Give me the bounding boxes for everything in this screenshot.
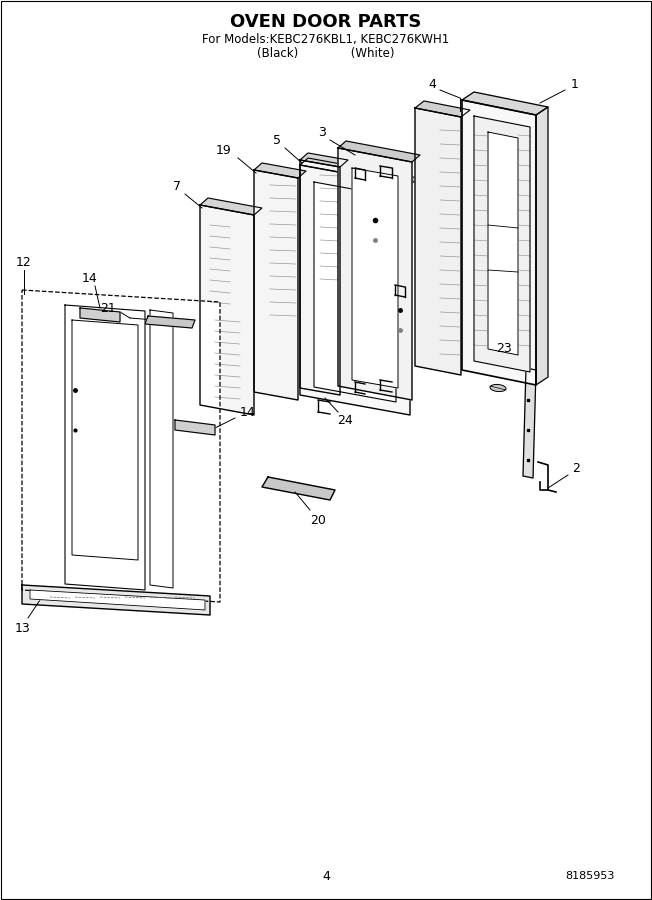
Text: For Models:KEBC276KBL1, KEBC276KWH1: For Models:KEBC276KBL1, KEBC276KWH1 — [202, 33, 450, 47]
Polygon shape — [254, 163, 306, 178]
Polygon shape — [200, 198, 262, 215]
Polygon shape — [145, 316, 195, 328]
Polygon shape — [65, 305, 145, 590]
Text: 4: 4 — [428, 77, 436, 91]
Text: 5: 5 — [273, 134, 281, 148]
Polygon shape — [300, 165, 410, 415]
Text: 13: 13 — [15, 622, 31, 634]
Text: 21: 21 — [100, 302, 116, 314]
Text: 1: 1 — [571, 78, 579, 92]
Text: 14: 14 — [240, 406, 256, 419]
Polygon shape — [262, 477, 335, 500]
Text: 23: 23 — [496, 341, 512, 355]
Polygon shape — [338, 141, 420, 162]
Polygon shape — [254, 170, 298, 400]
Text: 4: 4 — [322, 869, 330, 883]
Text: 8185953: 8185953 — [565, 871, 615, 881]
Text: 12: 12 — [16, 256, 32, 268]
Polygon shape — [462, 92, 548, 115]
Text: OVEN DOOR PARTS: OVEN DOOR PARTS — [230, 13, 422, 31]
Polygon shape — [488, 132, 518, 355]
Polygon shape — [338, 148, 412, 400]
Polygon shape — [22, 585, 210, 615]
Polygon shape — [175, 420, 215, 435]
Text: (Black)              (White): (Black) (White) — [258, 48, 394, 60]
Polygon shape — [80, 308, 120, 322]
Polygon shape — [200, 205, 254, 415]
Polygon shape — [300, 160, 340, 395]
Text: 19: 19 — [216, 145, 232, 158]
Polygon shape — [415, 101, 470, 117]
Polygon shape — [22, 290, 220, 602]
Text: 3: 3 — [318, 127, 326, 140]
Polygon shape — [415, 108, 461, 375]
Text: 2: 2 — [572, 463, 580, 475]
Polygon shape — [72, 320, 138, 560]
Text: 7: 7 — [173, 181, 181, 194]
Polygon shape — [474, 116, 530, 372]
Text: 24: 24 — [337, 413, 353, 427]
Polygon shape — [352, 168, 398, 388]
Polygon shape — [536, 107, 548, 385]
Polygon shape — [523, 368, 536, 478]
Text: 20: 20 — [310, 514, 326, 526]
Polygon shape — [300, 158, 418, 185]
Polygon shape — [150, 310, 173, 588]
Polygon shape — [30, 590, 205, 610]
Polygon shape — [314, 182, 396, 402]
Polygon shape — [462, 100, 536, 385]
Ellipse shape — [490, 384, 506, 392]
Text: 14: 14 — [82, 272, 98, 284]
Polygon shape — [300, 153, 348, 167]
